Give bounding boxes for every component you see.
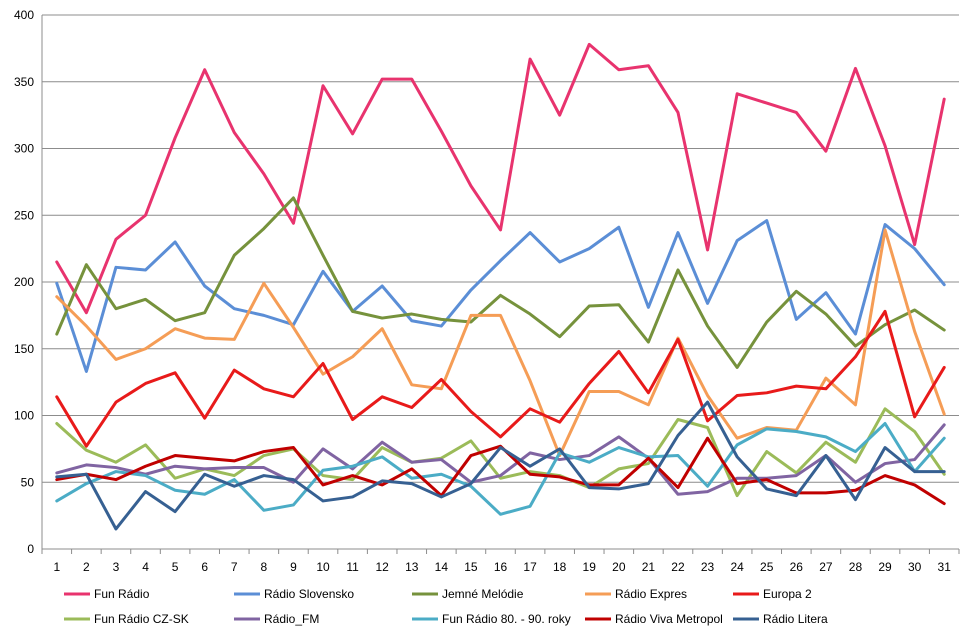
x-tick-label: 28 — [849, 560, 863, 574]
legend-label: Rádio Slovensko — [264, 587, 354, 601]
legend-label: Rádio Viva Metropol — [615, 612, 723, 626]
y-tick-label: 50 — [21, 475, 35, 489]
x-tick-label: 2 — [83, 560, 90, 574]
x-tick-label: 24 — [730, 560, 744, 574]
legend-label: Fun Rádio — [94, 587, 150, 601]
x-tick-label: 4 — [142, 560, 149, 574]
legend-label: Jemné Melódie — [442, 587, 524, 601]
x-tick-label: 13 — [405, 560, 419, 574]
x-tick-label: 22 — [671, 560, 685, 574]
x-tick-label: 16 — [494, 560, 508, 574]
x-tick-label: 10 — [316, 560, 330, 574]
y-tick-label: 200 — [14, 275, 34, 289]
legend: Fun Rádio Rádio Slovensko Jemné Melódie Rád… — [64, 587, 828, 626]
x-tick-label: 3 — [113, 560, 120, 574]
x-tick-label: 27 — [819, 560, 833, 574]
y-tick-label: 250 — [14, 208, 34, 222]
x-tick-label: 18 — [553, 560, 567, 574]
x-tick-label: 15 — [464, 560, 478, 574]
x-tick-label: 30 — [908, 560, 922, 574]
series-line-10 — [55, 400, 946, 531]
series-line-2 — [55, 219, 946, 373]
legend-label: Rádio Expres — [615, 587, 687, 601]
x-tick-label: 12 — [375, 560, 389, 574]
legend-label: Europa 2 — [763, 587, 812, 601]
x-tick-label: 21 — [642, 560, 656, 574]
x-tick-label: 19 — [583, 560, 597, 574]
series-line-8 — [55, 422, 946, 516]
legend-label: Fun Rádio CZ-SK — [94, 612, 189, 626]
series-line-3 — [55, 196, 946, 369]
x-tick-label: 1 — [53, 560, 60, 574]
x-tick-label: 23 — [701, 560, 715, 574]
x-tick-label: 31 — [938, 560, 952, 574]
x-tick-label: 29 — [878, 560, 892, 574]
x-tick-label: 11 — [346, 560, 359, 574]
x-tick-label: 8 — [261, 560, 268, 574]
y-tick-label: 100 — [14, 409, 34, 423]
x-tick-label: 6 — [201, 560, 208, 574]
y-tick-label: 150 — [14, 342, 34, 356]
x-tick-label: 17 — [523, 560, 537, 574]
x-tick-label: 7 — [231, 560, 238, 574]
y-tick-label: 350 — [14, 75, 34, 89]
legend-label: Rádio Litera — [763, 612, 828, 626]
x-tick-label: 9 — [290, 560, 297, 574]
legend-label: Fun Rádio 80. - 90. roky — [442, 612, 571, 626]
x-tick-label: 25 — [760, 560, 774, 574]
legend-label: Rádio_FM — [264, 612, 319, 626]
series-line-7 — [55, 423, 946, 496]
y-tick-label: 0 — [27, 542, 34, 556]
x-tick-label: 20 — [612, 560, 626, 574]
gridlines — [42, 14, 959, 550]
series-line-5 — [55, 309, 946, 448]
x-tick-label: 14 — [435, 560, 449, 574]
series-lines — [55, 42, 946, 531]
y-tick-label: 400 — [14, 8, 34, 22]
series-line-1 — [55, 42, 946, 315]
x-tick-label: 26 — [790, 560, 804, 574]
y-tick-label: 300 — [14, 142, 34, 156]
x-tick-label: 5 — [172, 560, 179, 574]
